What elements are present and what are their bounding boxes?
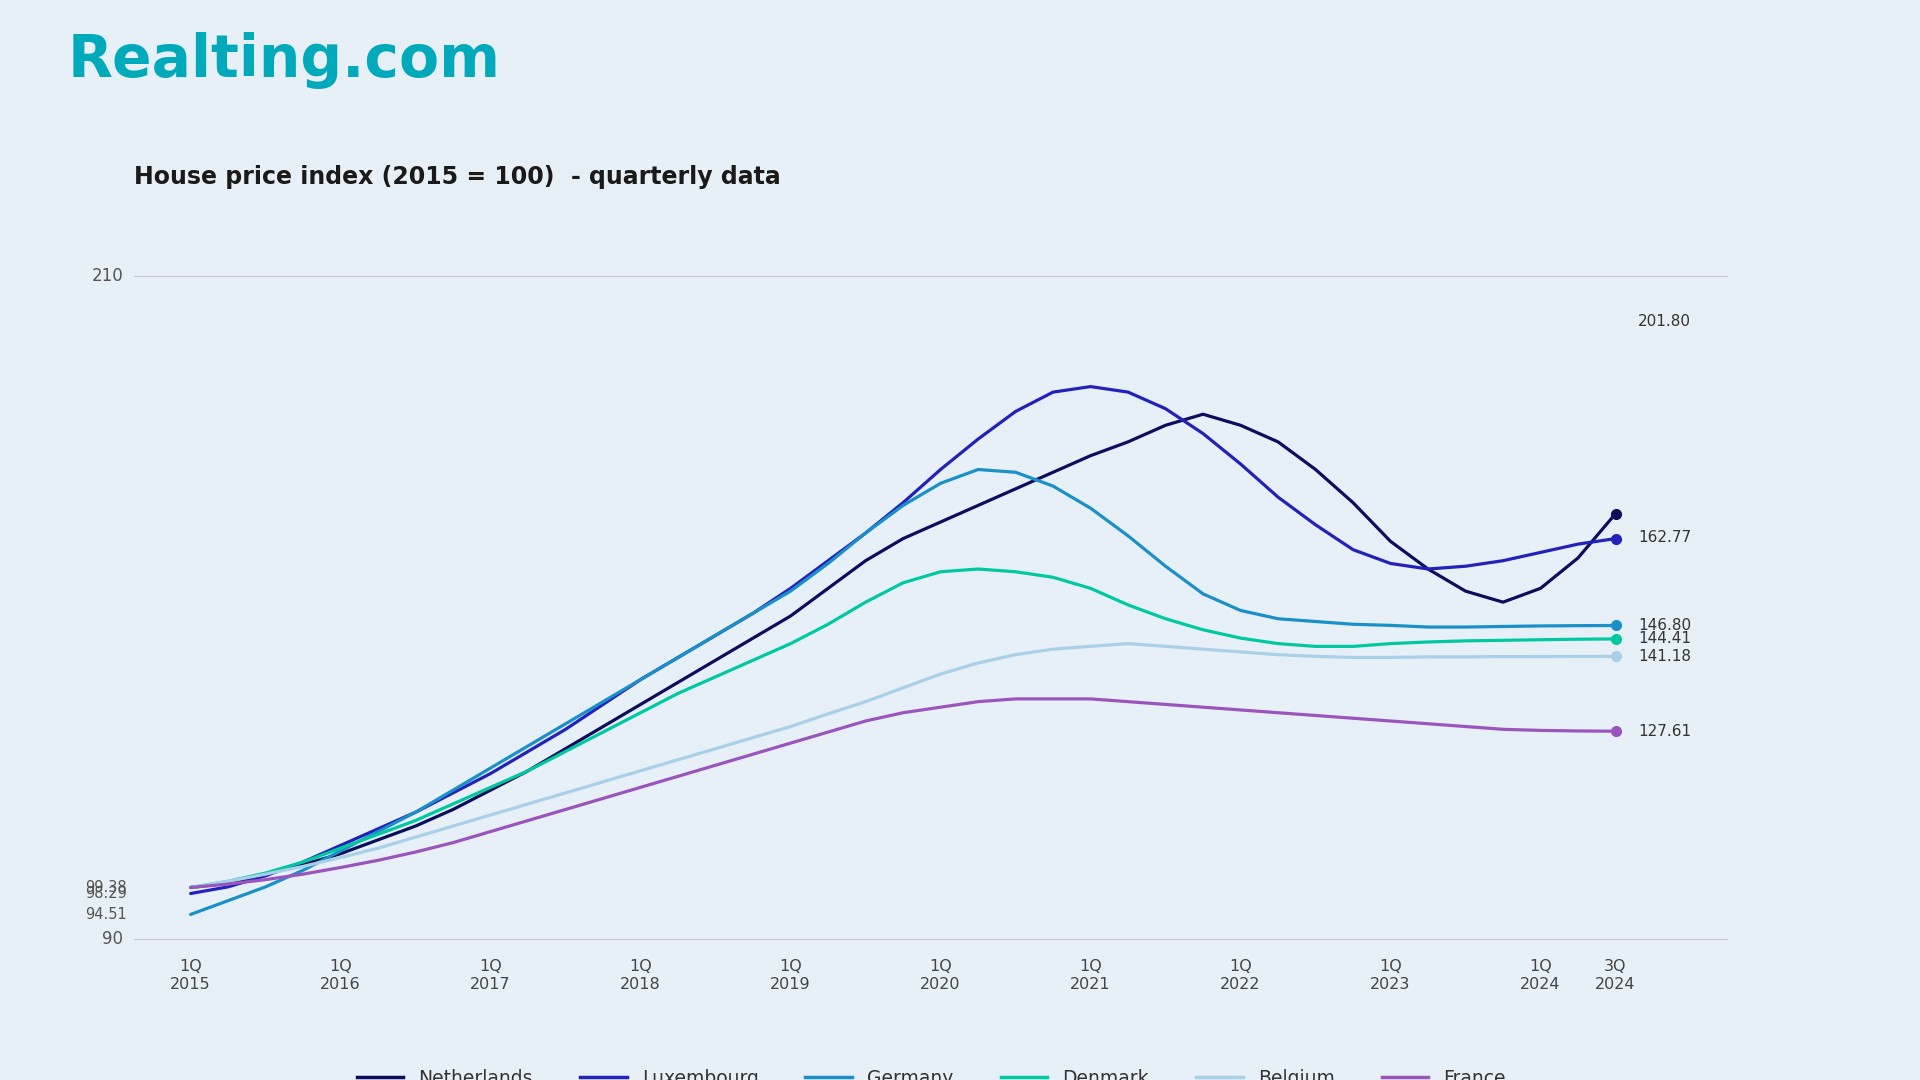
Text: 201.80: 201.80 <box>1638 314 1692 329</box>
Text: 210: 210 <box>92 267 123 285</box>
Text: 94.51: 94.51 <box>84 907 127 922</box>
Text: 98.29: 98.29 <box>84 886 127 901</box>
Text: 141.18: 141.18 <box>1638 649 1692 664</box>
Legend: Netherlands, Luxembourg, Germany, Denmark, Belgium, France: Netherlands, Luxembourg, Germany, Denmar… <box>349 1062 1513 1080</box>
Text: 146.80: 146.80 <box>1638 618 1692 633</box>
Text: Realting.com: Realting.com <box>67 32 501 90</box>
Text: 90: 90 <box>102 930 123 948</box>
Text: House price index (2015 = 100)  - quarterly data: House price index (2015 = 100) - quarter… <box>134 165 781 189</box>
Text: 162.77: 162.77 <box>1638 529 1692 544</box>
Text: 144.41: 144.41 <box>1638 631 1692 646</box>
Text: 99.38: 99.38 <box>84 880 127 895</box>
Text: 127.61: 127.61 <box>1638 724 1692 739</box>
